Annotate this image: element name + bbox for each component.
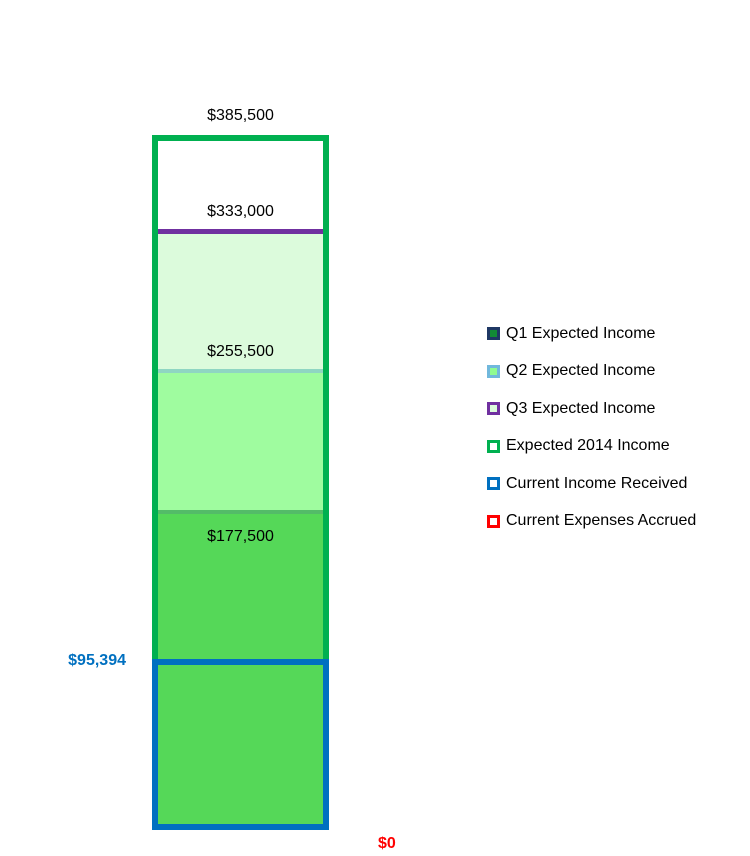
value-label-q3: $333,000 xyxy=(207,203,274,220)
legend-item-q3-expected-income: Q3 Expected Income xyxy=(487,390,696,428)
segment-remainder xyxy=(158,141,323,229)
segment-q2 xyxy=(158,373,323,510)
legend-label-q2: Q2 Expected Income xyxy=(506,362,656,380)
segment-q3 xyxy=(158,234,323,369)
legend-swatch-q1-icon xyxy=(487,327,500,341)
legend-swatch-q2-icon xyxy=(487,364,500,378)
segment-q1 xyxy=(158,514,323,824)
legend-label-current-income: Current Income Received xyxy=(506,474,688,492)
current-income-box xyxy=(152,659,329,830)
value-label-q1: $177,500 xyxy=(207,528,274,545)
legend-item-current-income-received: Current Income Received xyxy=(487,465,696,503)
value-label-total: $385,500 xyxy=(207,107,274,124)
bar-segments xyxy=(158,141,323,824)
value-label-expenses: $0 xyxy=(378,835,396,852)
legend-item-current-expenses-accrued: Current Expenses Accrued xyxy=(487,503,696,541)
legend-item-q2-expected-income: Q2 Expected Income xyxy=(487,353,696,391)
legend-item-expected-2014-income: Expected 2014 Income xyxy=(487,428,696,466)
legend-label-expected-2014: Expected 2014 Income xyxy=(506,437,670,455)
legend: Q1 Expected Income Q2 Expected Income Q3… xyxy=(487,315,696,540)
legend-swatch-current-income-icon xyxy=(487,477,500,491)
q3-marker-line xyxy=(158,229,323,234)
legend-swatch-expected-2014-icon xyxy=(487,439,500,453)
value-label-current-income: $95,394 xyxy=(68,652,126,669)
legend-swatch-current-expenses-icon xyxy=(487,514,500,528)
legend-label-q3: Q3 Expected Income xyxy=(506,399,656,417)
legend-swatch-q3-icon xyxy=(487,402,500,416)
q2-marker-line xyxy=(158,369,323,373)
value-label-q2: $255,500 xyxy=(207,343,274,360)
legend-label-q1: Q1 Expected Income xyxy=(506,324,656,342)
legend-item-q1-expected-income: Q1 Expected Income xyxy=(487,315,696,353)
q1-marker-line xyxy=(158,510,323,514)
legend-label-current-expenses: Current Expenses Accrued xyxy=(506,512,697,530)
expected-income-bar xyxy=(152,135,329,830)
